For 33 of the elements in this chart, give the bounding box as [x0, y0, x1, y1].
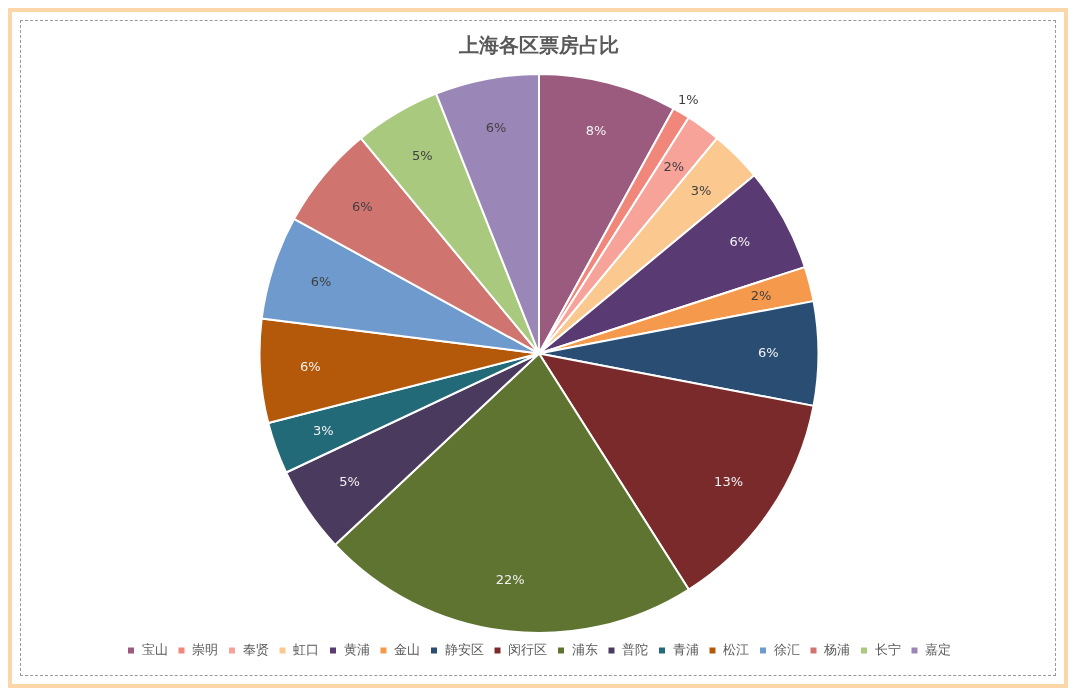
legend-label: 黄浦 [343, 641, 370, 657]
data-label: 5% [339, 473, 360, 489]
data-label: 2% [663, 159, 685, 175]
legend-label: 青浦 [672, 641, 699, 657]
legend-label: 浦东 [571, 641, 598, 657]
legend-label: 杨浦 [823, 641, 850, 657]
data-label: 6% [299, 359, 321, 375]
legend-label: 静安区 [444, 641, 484, 657]
data-label: 3% [313, 422, 334, 438]
data-label: 6% [729, 234, 751, 250]
legend-label: 宝山 [141, 641, 168, 657]
legend-label: 闵行区 [508, 641, 547, 657]
data-label: 22% [495, 572, 525, 588]
legend-label: 奉贤 [242, 641, 269, 657]
data-label: 6% [485, 119, 507, 135]
legend-label: 松江 [723, 641, 749, 657]
legend-label: 普陀 [622, 641, 648, 657]
data-label: 6% [352, 198, 373, 214]
legend-label: 徐汇 [773, 641, 800, 657]
legend-label: 长宁 [874, 641, 901, 657]
data-label: 13% [714, 473, 744, 489]
data-label: 8% [585, 122, 607, 138]
legend-label: 嘉定 [925, 641, 951, 657]
data-label: 5% [412, 147, 433, 163]
chart-title: 上海各区票房占比 [458, 33, 619, 58]
legend-label: 虹口 [293, 641, 319, 657]
data-label: 3% [690, 182, 712, 198]
legend-label: 金山 [394, 641, 420, 657]
data-label: 2% [750, 287, 772, 303]
data-label: 1% [678, 92, 699, 108]
data-label: 6% [310, 274, 332, 290]
legend-label: 崇明 [192, 641, 218, 657]
data-label: 6% [757, 344, 779, 360]
